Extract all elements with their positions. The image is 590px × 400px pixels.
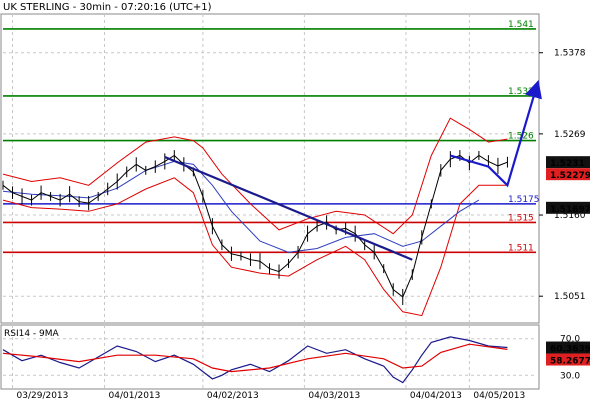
trend-overlays [164,80,542,261]
x-tick-label: 04/03/2013 [308,391,360,400]
price-badges: 1.5231 1.52279 1.51697 60.3639 58.2677 [546,156,590,367]
rsi-badge-bg [546,353,590,366]
rsi-plot-frame [0,324,540,390]
y-tick-label: 1.5051 [554,292,586,302]
price-line [2,154,508,298]
trendline [164,155,413,261]
x-tick-label: 04/02/2013 [207,391,259,400]
y-axis-ticks: 1.5378 1.5269 1.5160 1.5051 70.0 30.0 [539,49,586,381]
rsi-line [2,336,508,384]
y-tick-label: 1.5378 [554,49,586,59]
rsi-y-tick-label: 30.0 [560,371,580,381]
price-badge-bg [546,156,590,169]
level-label: 1.5175 [508,195,540,205]
y-tick-label: 1.5160 [554,211,586,221]
price-badge-label: 1.51697 [550,205,590,215]
price-badge-bg [546,168,590,181]
x-tick-label: 03/29/2013 [17,391,69,400]
price-badge-label: 1.52279 [550,171,590,181]
rsi-y-tick-label: 70.0 [560,335,580,345]
moving-average-line [2,160,480,253]
y-tick-label: 1.5269 [554,130,586,140]
price-badge-label: 1.5231 [550,159,585,169]
main-grid [3,14,536,323]
level-label: 1.515 [508,213,534,223]
x-tick-label: 04/05/2013 [473,391,525,400]
x-tick-label: 04/04/2013 [410,391,462,400]
rsi-ma-line [2,343,508,373]
rsi-badge-label: 58.2677 [550,357,590,367]
chart-title: UK STERLING - 30min - 07:20:16 (UTC+1) [3,2,212,13]
rsi-badge-label: 60.3639 [550,345,590,355]
bollinger-upper-line [2,117,508,235]
bollinger-lower-line [2,177,508,317]
level-label: 1.511 [508,243,534,253]
level-label: 1.541 [508,20,534,30]
main-plot-frame [0,13,540,324]
rsi-title: RSI14 - 9MA [4,329,60,339]
price-series [2,150,508,305]
level-label: 1.532 [508,87,534,97]
price-badge-bg [546,201,590,214]
x-tick-label: 04/01/2013 [109,391,161,400]
bollinger-bands [2,117,508,317]
rsi-series [2,336,508,384]
forecast-arrow [449,80,542,188]
rsi-badge-bg [546,341,590,354]
x-axis-ticks: 03/29/2013 04/01/2013 04/02/2013 04/03/2013… [17,391,526,400]
